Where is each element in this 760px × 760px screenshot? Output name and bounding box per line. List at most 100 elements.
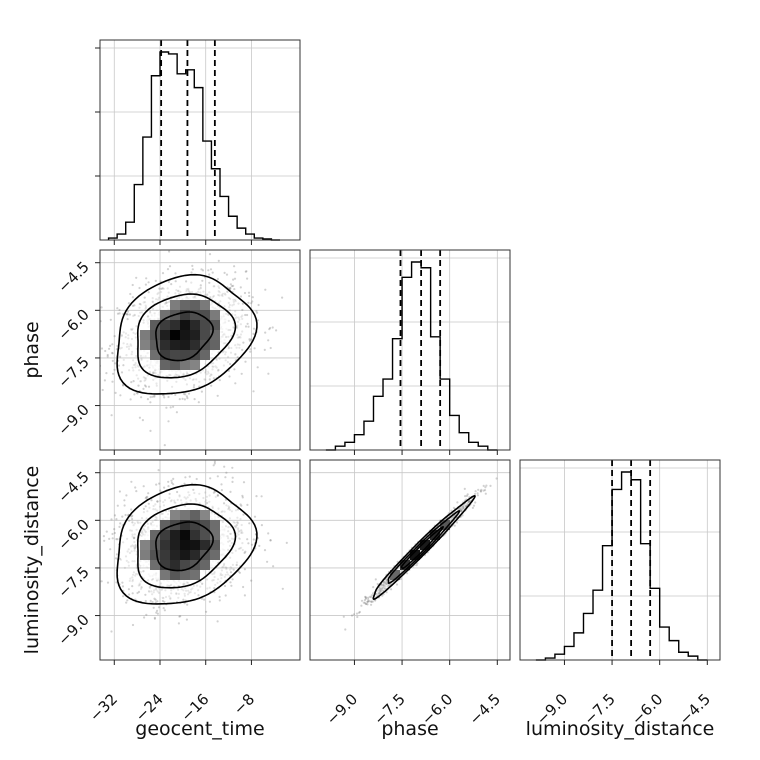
sample-point — [162, 501, 165, 504]
density-block — [180, 310, 190, 320]
sample-point — [123, 499, 126, 502]
sample-point — [131, 585, 134, 588]
sample-point — [238, 571, 241, 574]
sample-point — [157, 360, 160, 363]
sample-point — [201, 582, 204, 585]
sample-point — [364, 597, 367, 600]
sample-point — [146, 374, 149, 377]
sample-point — [235, 523, 238, 527]
sample-point — [113, 531, 116, 535]
sample-point — [238, 343, 241, 346]
sample-point — [229, 571, 233, 574]
sample-point — [119, 558, 123, 561]
sample-point — [183, 398, 186, 401]
sample-point — [216, 494, 219, 497]
sample-point — [241, 317, 244, 320]
sample-point — [189, 370, 192, 373]
sample-point — [222, 552, 225, 556]
sample-point — [155, 361, 158, 364]
density-block — [160, 520, 170, 530]
sample-point — [144, 533, 147, 536]
sample-point — [147, 291, 150, 294]
sample-point — [110, 414, 113, 417]
sample-point — [367, 598, 370, 601]
sample-point — [167, 301, 170, 304]
sample-point — [225, 504, 228, 507]
sample-point — [133, 304, 136, 307]
sample-point — [257, 303, 260, 307]
sample-point — [93, 556, 95, 558]
sample-point — [168, 509, 171, 512]
sample-point — [135, 572, 138, 576]
sample-point — [192, 384, 196, 387]
sample-point — [155, 578, 158, 582]
sample-point — [222, 350, 225, 353]
sample-point — [166, 513, 170, 516]
sample-point — [146, 398, 149, 401]
density-block — [170, 320, 180, 330]
sample-point — [186, 397, 189, 400]
sample-point — [216, 620, 219, 623]
sample-point — [147, 325, 150, 328]
sample-point — [380, 587, 383, 590]
sample-point — [206, 587, 209, 590]
sample-point — [137, 384, 140, 387]
sample-point — [125, 313, 129, 316]
sample-point — [154, 515, 157, 518]
sample-point — [185, 581, 188, 584]
sample-point — [159, 489, 162, 492]
sample-point — [131, 517, 134, 521]
sample-point — [230, 567, 233, 570]
sample-point — [249, 338, 253, 341]
sample-point — [148, 310, 152, 313]
sample-point — [219, 580, 222, 583]
sample-point — [460, 509, 463, 512]
sample-point — [136, 520, 139, 523]
sample-point — [371, 600, 374, 603]
sample-point — [129, 292, 132, 296]
sample-point — [148, 575, 151, 578]
sample-point — [459, 510, 462, 513]
sample-point — [152, 504, 155, 508]
sample-point — [182, 589, 185, 592]
sample-point — [197, 594, 200, 597]
sample-point — [129, 577, 132, 580]
sample-point — [188, 377, 192, 380]
density-block — [200, 510, 210, 520]
sample-point — [199, 284, 202, 287]
sample-point — [220, 293, 223, 297]
sample-point — [236, 356, 239, 359]
sample-point — [236, 326, 239, 329]
sample-point — [379, 591, 382, 594]
sample-point — [143, 524, 146, 528]
sample-point — [232, 538, 235, 541]
sample-point — [191, 268, 194, 271]
sample-point — [237, 570, 240, 573]
sample-point — [240, 529, 243, 532]
sample-point — [221, 528, 224, 531]
sample-point — [143, 349, 146, 352]
sample-point — [147, 579, 150, 582]
sample-point — [202, 290, 205, 293]
sample-point — [141, 531, 144, 534]
sample-point — [197, 290, 200, 293]
histogram-phase — [325, 250, 498, 451]
sample-point — [126, 318, 129, 321]
sample-point — [153, 597, 156, 600]
sample-point — [177, 579, 181, 582]
sample-point — [480, 488, 483, 491]
sample-point — [484, 486, 487, 489]
sample-point — [131, 578, 134, 581]
density-block — [170, 560, 180, 570]
sample-point — [121, 585, 125, 588]
sample-point — [164, 595, 168, 599]
sample-point — [226, 290, 229, 293]
sample-point — [250, 302, 253, 305]
sample-point — [166, 268, 170, 271]
density-block — [410, 550, 420, 560]
sample-point — [140, 531, 143, 535]
sample-point — [154, 503, 157, 506]
sample-point — [125, 559, 128, 562]
sample-point — [251, 300, 254, 303]
sample-point — [157, 578, 160, 581]
